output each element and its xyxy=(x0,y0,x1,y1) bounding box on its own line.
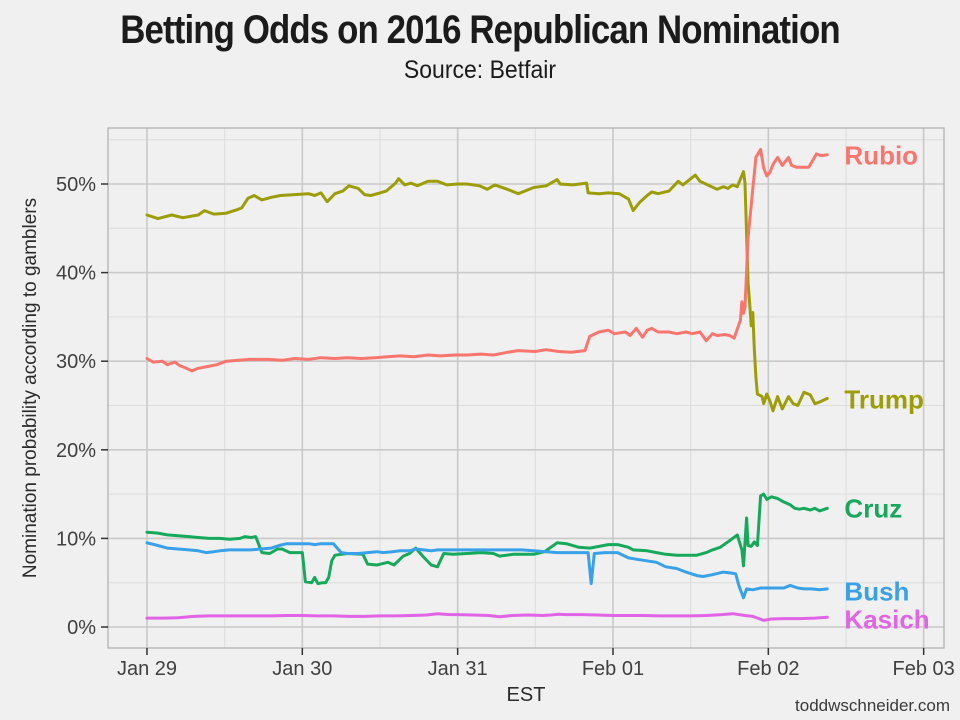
series-line-bush xyxy=(145,541,829,600)
x-tick-label: Feb 03 xyxy=(893,658,955,680)
series-line-trump xyxy=(145,170,829,413)
x-axis-title: EST xyxy=(506,684,546,706)
y-tick-label: 0% xyxy=(67,617,96,639)
y-tick-label: 10% xyxy=(56,528,96,550)
footer-credit: toddwschneider.com xyxy=(795,696,950,715)
series-label-cruz: Cruz xyxy=(844,493,902,523)
x-tick-label: Jan 30 xyxy=(272,658,332,680)
panel-border xyxy=(107,127,945,649)
series-label-bush: Bush xyxy=(844,577,909,607)
series-line-cruz xyxy=(145,492,829,586)
y-tick-label: 50% xyxy=(56,174,96,196)
series-line-rubio xyxy=(145,147,829,373)
page-title: Betting Odds on 2016 Republican Nominati… xyxy=(120,8,840,52)
series-label-rubio: Rubio xyxy=(844,141,918,171)
x-tick-label: Jan 31 xyxy=(428,658,488,680)
x-tick-label: Feb 02 xyxy=(737,658,799,680)
y-tick-label: 30% xyxy=(56,351,96,373)
y-tick-label: 20% xyxy=(56,440,96,462)
x-tick-label: Jan 29 xyxy=(117,658,177,680)
series-label-kasich: Kasich xyxy=(844,604,929,634)
plot-panel xyxy=(108,128,944,648)
x-tick-label: Feb 01 xyxy=(582,658,644,680)
series-line-kasich xyxy=(145,612,829,622)
y-tick-label: 40% xyxy=(56,263,96,285)
series-label-trump: Trump xyxy=(844,384,923,414)
chart-subtitle: Source: Betfair xyxy=(403,56,557,84)
